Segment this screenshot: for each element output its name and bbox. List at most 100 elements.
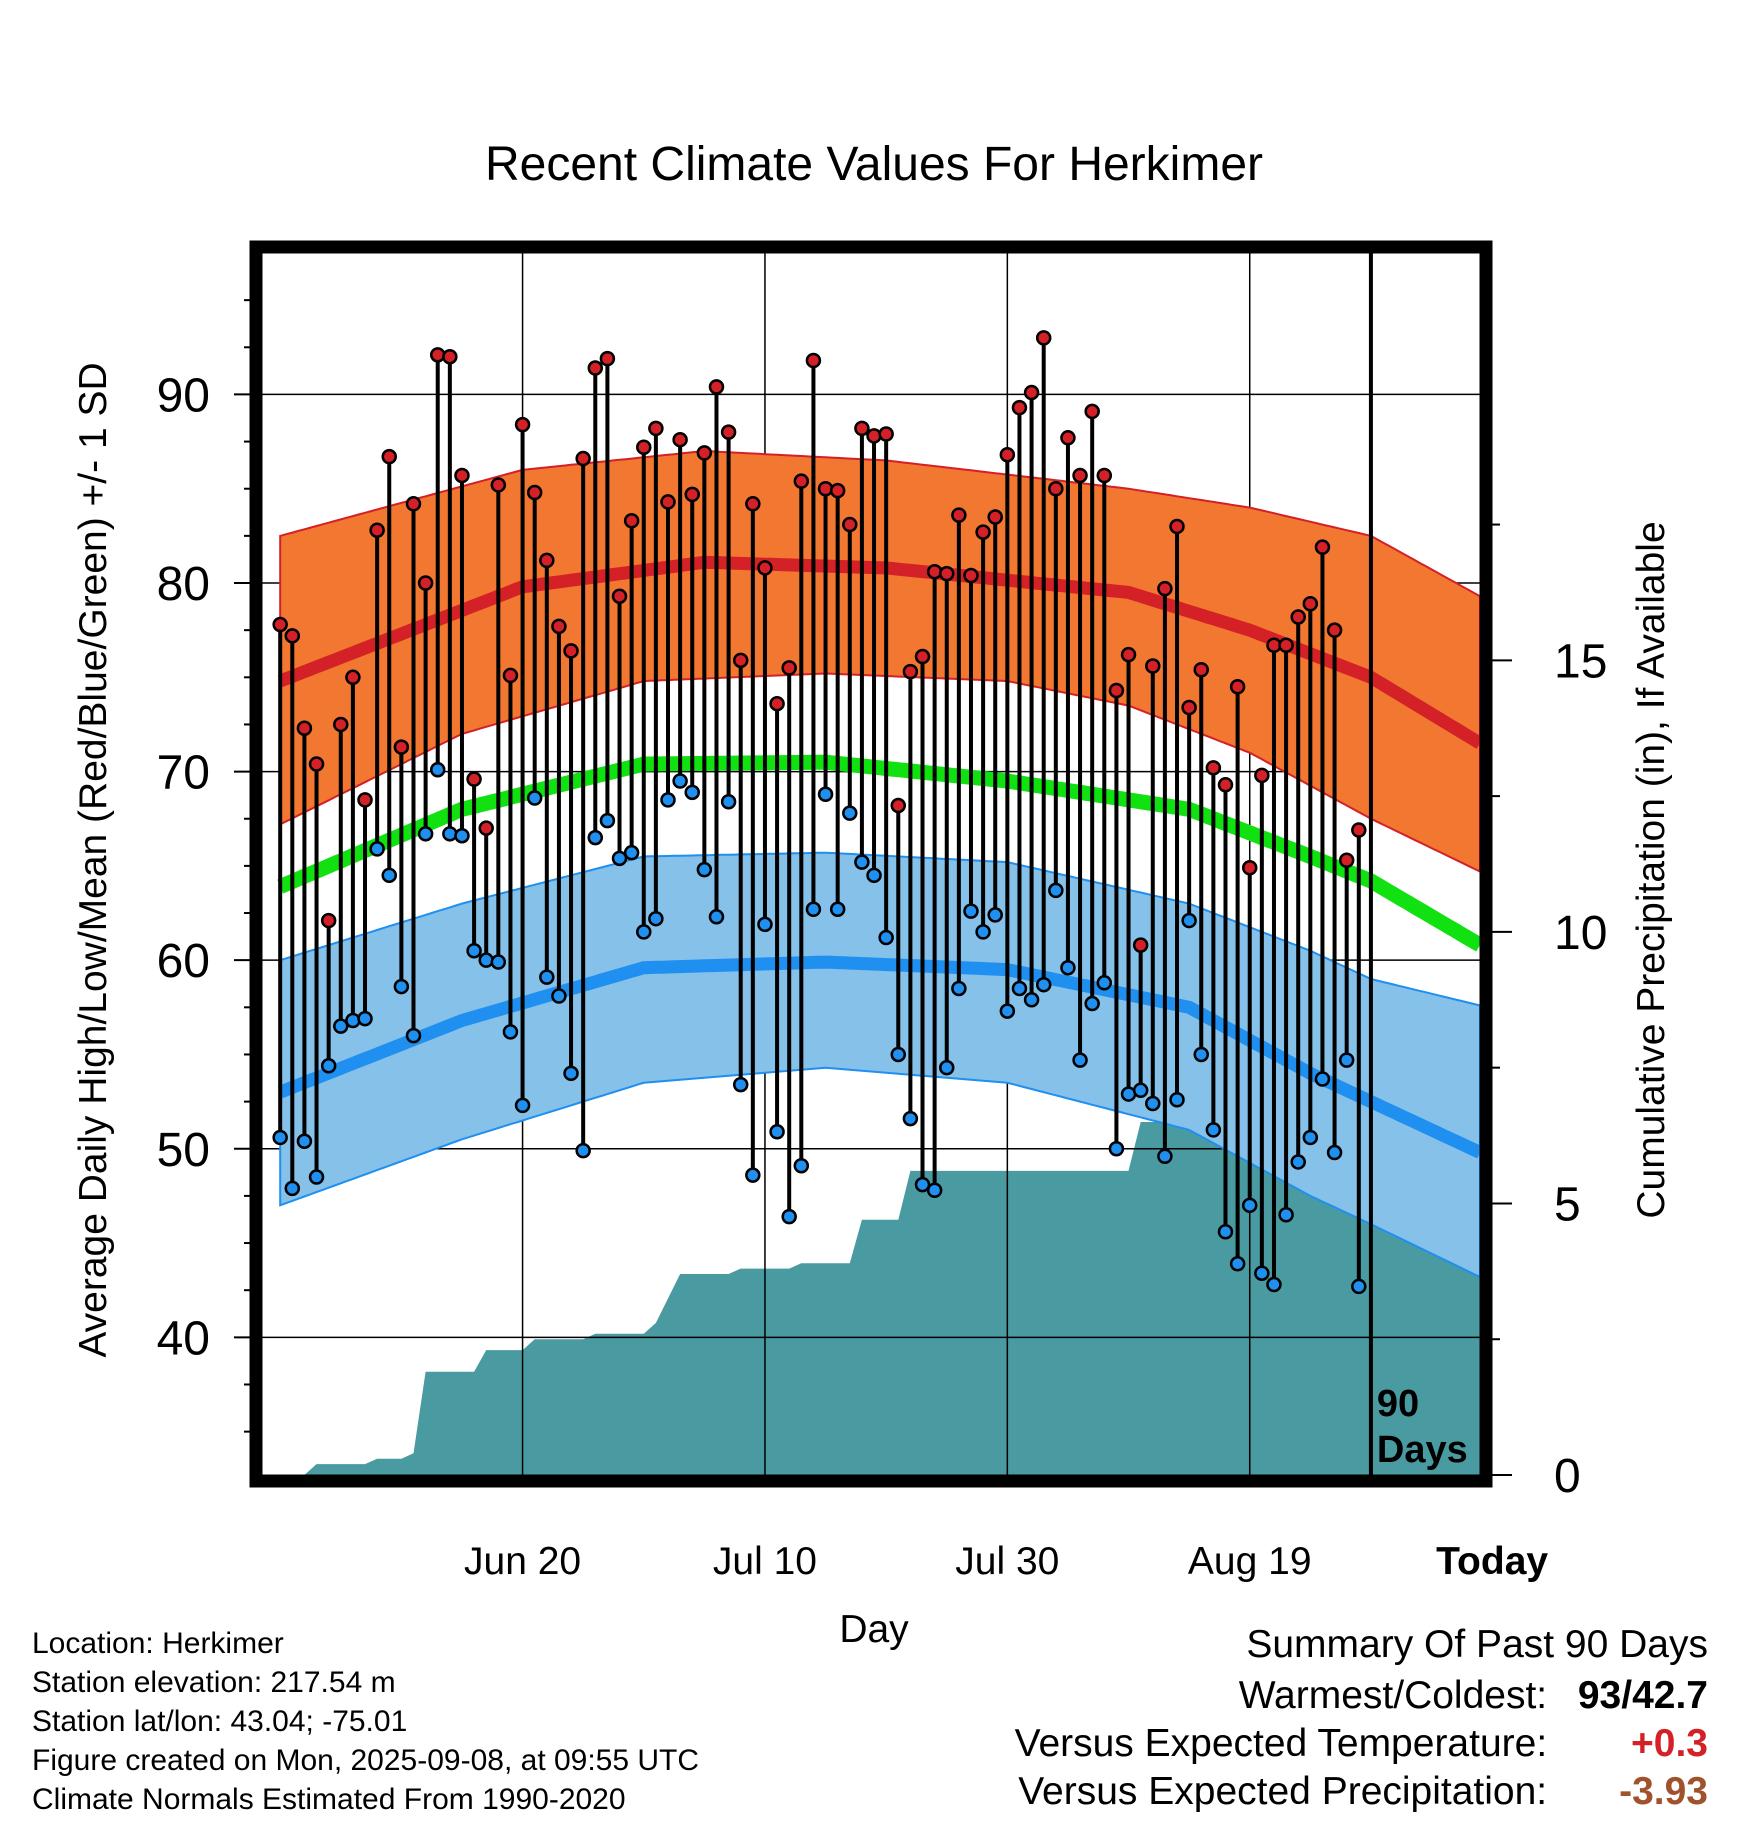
daily-low-point xyxy=(878,929,894,946)
daily-low-point xyxy=(829,901,846,918)
daily-low-point xyxy=(1290,1154,1306,1170)
daily-high-point xyxy=(708,379,725,395)
normal-bands xyxy=(277,449,1480,1279)
daily-low-point xyxy=(769,1124,785,1140)
daily-low-point xyxy=(478,952,494,968)
daily-high-point xyxy=(333,716,349,733)
daily-low-point xyxy=(539,969,555,985)
daily-high-point xyxy=(611,588,628,604)
daily-high-point xyxy=(466,771,482,787)
daily-high-point xyxy=(696,445,713,461)
daily-low-point xyxy=(1035,976,1052,993)
daily-high-point xyxy=(526,484,543,501)
daily-high-point xyxy=(1108,682,1125,699)
x-tick-label: Jul 10 xyxy=(713,1540,817,1583)
daily-high-point xyxy=(296,720,313,736)
daily-high-point xyxy=(284,628,301,644)
summary-panel: Summary Of Past 90 Days Warmest/Coldest:… xyxy=(1015,1620,1708,1816)
latlon-text: Station lat/lon: 43.04; -75.01 xyxy=(32,1705,408,1738)
daily-high-point xyxy=(1132,937,1149,953)
elevation-text: Station elevation: 217.54 m xyxy=(32,1666,396,1699)
daily-high-point xyxy=(732,652,749,669)
x-tick-label: Jul 30 xyxy=(955,1540,1059,1583)
daily-high-point xyxy=(563,643,579,659)
daily-high-point xyxy=(369,522,385,538)
daily-low-point xyxy=(938,1059,955,1076)
daily-low-point xyxy=(1181,912,1197,929)
daily-high-point xyxy=(793,473,810,489)
daily-high-point xyxy=(1229,678,1246,695)
x-axis-label: Day xyxy=(839,1608,909,1651)
daily-low-point xyxy=(514,1097,531,1114)
daily-low-point xyxy=(1241,1197,1258,1214)
daily-high-point xyxy=(381,448,398,465)
daily-low-point xyxy=(429,761,446,778)
precip-anomaly-value: -3.93 xyxy=(1619,1770,1708,1813)
daily-low-point xyxy=(1096,975,1113,991)
daily-low-point xyxy=(757,916,773,933)
daily-low-point xyxy=(272,1129,288,1146)
y-tick-label: 90 xyxy=(157,369,210,422)
daily-low-point xyxy=(393,978,410,995)
y2-tick-label: 0 xyxy=(1554,1450,1581,1503)
daily-low-point xyxy=(442,826,458,842)
daily-high-point xyxy=(636,439,652,455)
daily-high-point xyxy=(623,513,640,529)
daily-low-point xyxy=(1338,1052,1355,1068)
daily-low-point xyxy=(1193,1046,1210,1063)
daily-low-point xyxy=(745,1167,761,1183)
daily-high-point xyxy=(490,477,507,493)
daily-high-point xyxy=(551,618,567,635)
daily-low-point xyxy=(999,1003,1016,1019)
daily-high-point xyxy=(478,820,494,836)
daily-high-point xyxy=(1157,580,1173,597)
daily-high-point xyxy=(951,507,967,523)
daily-high-point xyxy=(1205,760,1222,776)
daily-high-point xyxy=(393,739,410,755)
daily-high-point xyxy=(914,648,931,665)
daily-high-point xyxy=(1035,330,1052,346)
warm-cold-row: Warmest/Coldest: 93/42.7 xyxy=(1015,1672,1708,1720)
daily-high-point xyxy=(514,416,531,433)
daily-low-point xyxy=(951,980,967,997)
x-tick-label: Aug 19 xyxy=(1188,1540,1312,1583)
daily-high-point xyxy=(648,420,664,437)
daily-high-point xyxy=(1193,662,1210,678)
daily-low-point xyxy=(369,841,385,857)
daily-high-point xyxy=(660,494,676,510)
daily-high-point xyxy=(1241,860,1258,876)
y-tick-label: 50 xyxy=(157,1124,210,1177)
daily-low-point xyxy=(1048,882,1064,899)
daily-low-point xyxy=(793,1157,810,1174)
daily-high-point xyxy=(781,660,797,676)
daily-low-point xyxy=(417,826,434,842)
daily-high-point xyxy=(999,447,1016,463)
daily-low-point xyxy=(926,1182,943,1198)
precipitation-area-group xyxy=(280,1029,1480,1475)
daily-low-point xyxy=(817,786,834,802)
y2-axis-label: Cumulative Precipitation (in), If Availa… xyxy=(1630,521,1673,1218)
daily-low-point xyxy=(1205,1122,1222,1138)
daily-high-point xyxy=(405,496,422,512)
y-tick-label: 70 xyxy=(157,747,210,800)
daily-low-point xyxy=(1278,1207,1294,1223)
precip-anomaly-label: Versus Expected Precipitation: xyxy=(1018,1770,1548,1813)
daily-low-point xyxy=(551,988,567,1004)
daily-low-point xyxy=(660,792,676,808)
daily-low-point xyxy=(781,1208,797,1225)
daily-high-point xyxy=(1290,609,1306,625)
daily-high-point xyxy=(1072,467,1088,484)
daily-low-point xyxy=(1132,1082,1149,1099)
daily-high-point xyxy=(890,797,907,814)
daily-high-point xyxy=(926,563,943,580)
daily-high-point xyxy=(442,348,458,365)
daily-low-point xyxy=(963,903,979,919)
daily-high-point xyxy=(987,509,1003,525)
daily-low-point xyxy=(1326,1144,1343,1161)
normal-high-band xyxy=(279,449,1480,873)
daily-low-point xyxy=(1060,959,1076,976)
daily-low-point xyxy=(854,854,870,870)
daily-high-point xyxy=(1084,403,1100,420)
daily-low-point xyxy=(696,861,713,878)
daily-low-point xyxy=(866,867,882,884)
